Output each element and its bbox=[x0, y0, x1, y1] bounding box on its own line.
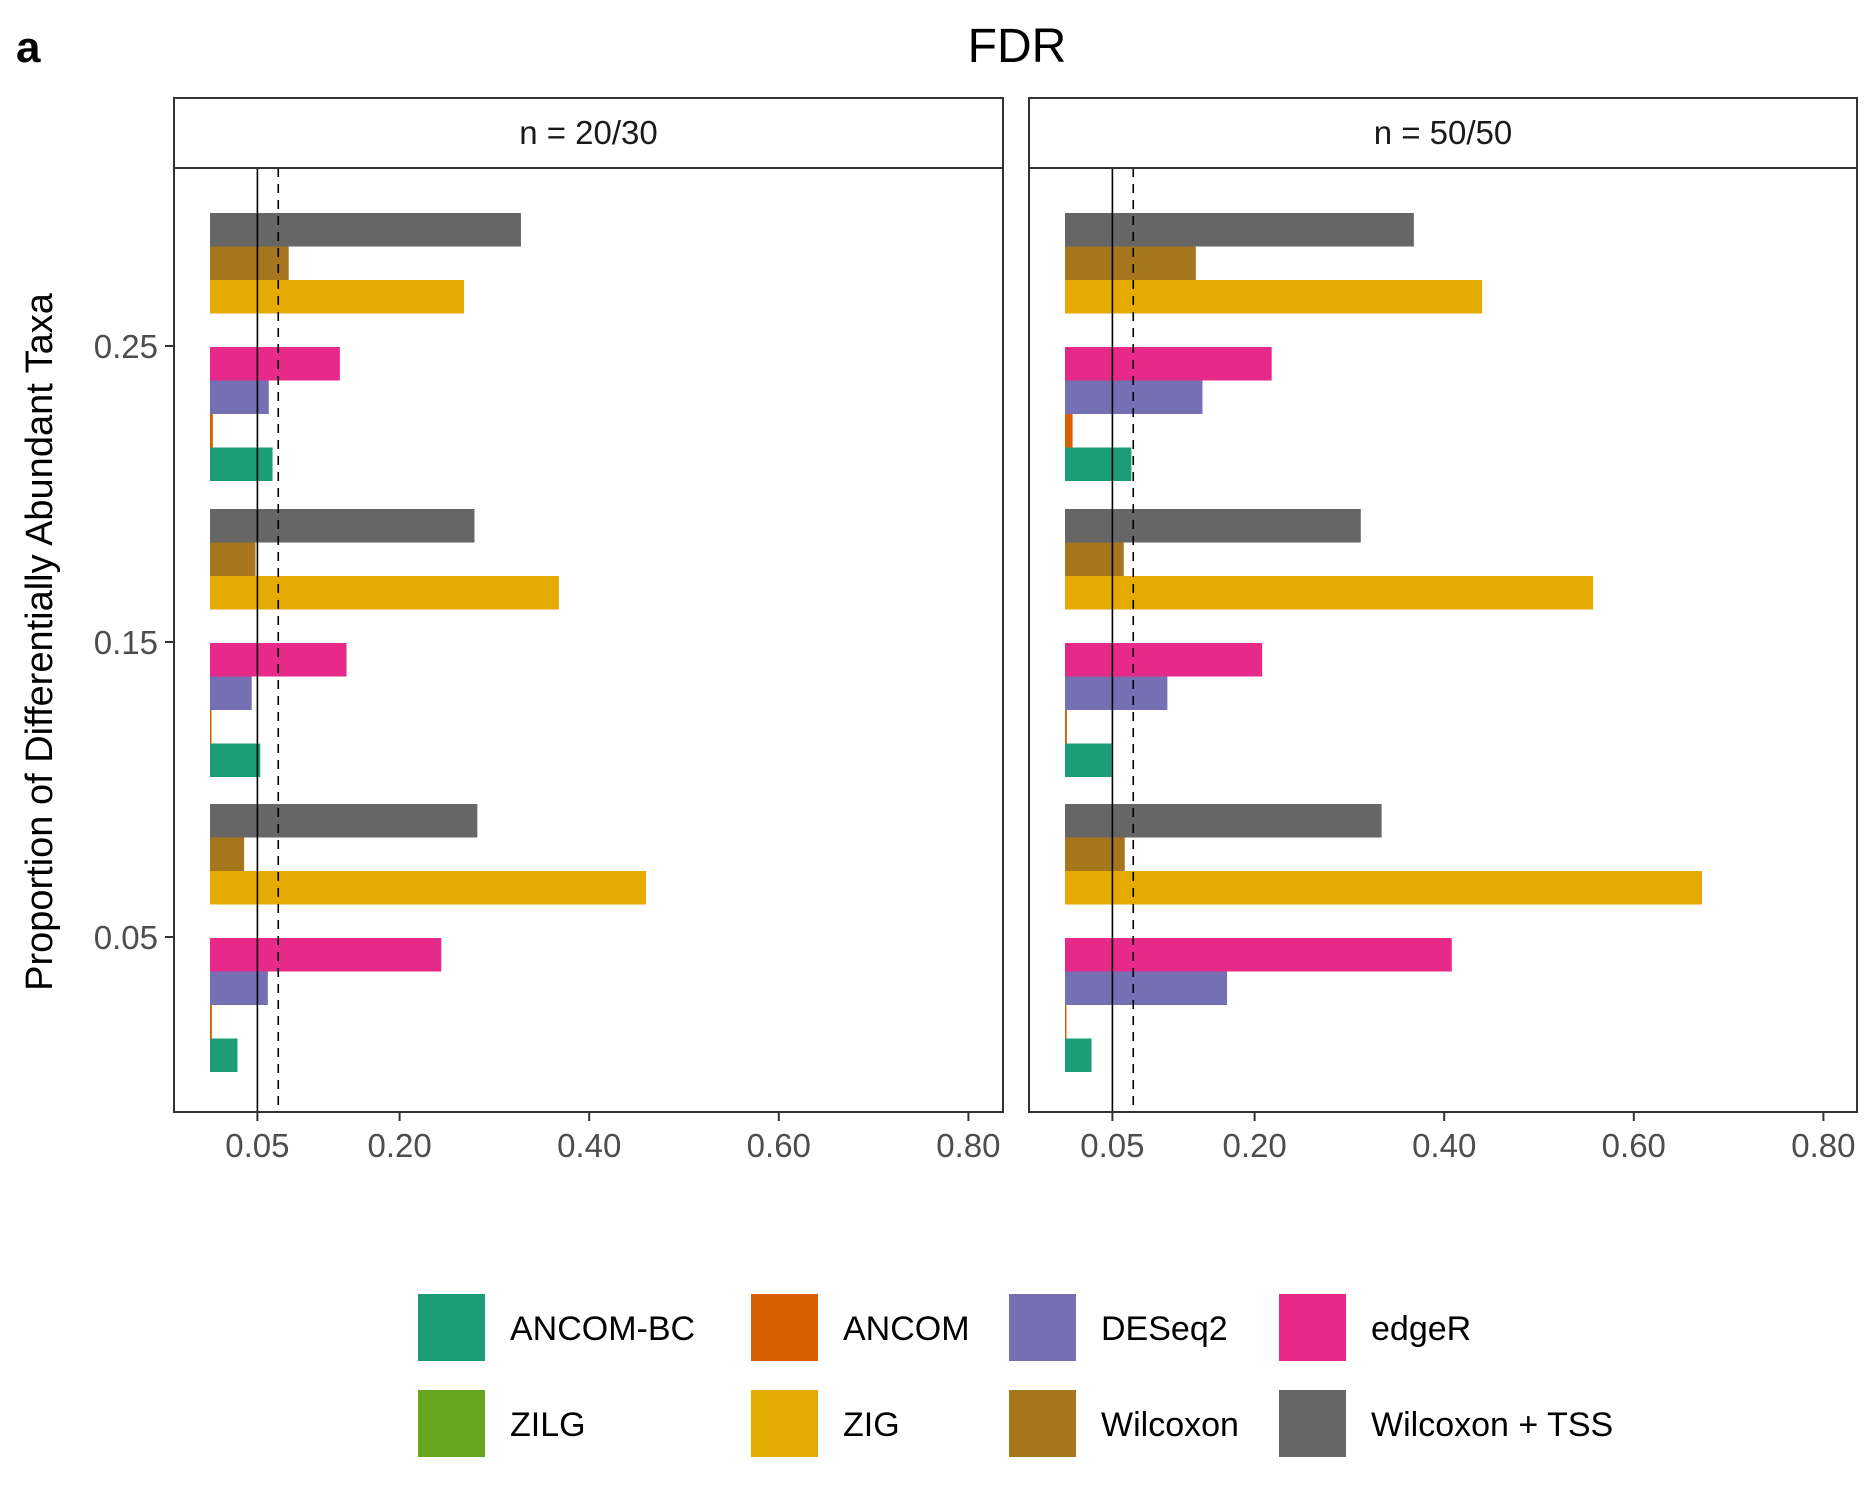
x-tick-label-0-40: 0.40 bbox=[557, 1127, 621, 1164]
legend-item-ancom-bc: ANCOM-BC bbox=[418, 1294, 695, 1361]
bar-ancom-0-25 bbox=[210, 414, 213, 448]
legend-key-zilg bbox=[418, 1390, 485, 1457]
legend-label-wilcoxon-tss: Wilcoxon + TSS bbox=[1371, 1406, 1613, 1444]
panel-2: n = 50/50 0.05 0.20 0.40 0.60 0.80 bbox=[1028, 97, 1858, 1164]
bar-deseq2-0-05 bbox=[1065, 971, 1228, 1005]
bar-wilcoxon-0-25 bbox=[210, 246, 289, 280]
bar-edger-0-05 bbox=[1065, 938, 1452, 972]
panel-strip bbox=[1028, 97, 1858, 169]
panel-border bbox=[1028, 167, 1858, 1113]
legend-label-zig: ZIG bbox=[843, 1406, 900, 1444]
bar-zig-0-15 bbox=[1065, 576, 1594, 610]
legend-label-edger: edgeR bbox=[1371, 1310, 1471, 1348]
chart-title: FDR bbox=[968, 20, 1067, 73]
legend-item-wilcoxon-tss: Wilcoxon + TSS bbox=[1279, 1390, 1613, 1457]
bar-wilcoxon-tss-0-15 bbox=[1065, 509, 1361, 543]
bar-deseq2-0-15 bbox=[1065, 676, 1168, 710]
x-tick-label-0-20: 0.20 bbox=[367, 1127, 431, 1164]
legend-key-zig bbox=[751, 1390, 818, 1457]
bar-edger-0-05 bbox=[210, 938, 442, 972]
x-tick-label-0-80: 0.80 bbox=[936, 1127, 1000, 1164]
x-tick-label-0-20: 0.20 bbox=[1222, 1127, 1286, 1164]
bar-ancom-bc-0-15 bbox=[210, 743, 261, 777]
bar-ancom-bc-0-05 bbox=[210, 1038, 238, 1072]
legend-label-ancom: ANCOM bbox=[843, 1310, 970, 1348]
y-tick-label-0-05: 0.05 bbox=[94, 919, 158, 956]
x-tick-label-0-40: 0.40 bbox=[1412, 1127, 1476, 1164]
legend-item-deseq2: DESeq2 bbox=[1009, 1294, 1228, 1361]
bar-deseq2-0-25 bbox=[210, 380, 269, 414]
bar-ancom-bc-0-15 bbox=[1065, 743, 1112, 777]
legend-key-wilcoxon-tss bbox=[1279, 1390, 1346, 1457]
bar-zig-0-25 bbox=[1065, 280, 1483, 314]
legend-key-deseq2 bbox=[1009, 1294, 1076, 1361]
legend-key-ancom bbox=[751, 1294, 818, 1361]
legend-item-ancom: ANCOM bbox=[751, 1294, 970, 1361]
bar-deseq2-0-05 bbox=[210, 971, 268, 1005]
x-tick-label-0-60: 0.60 bbox=[1602, 1127, 1666, 1164]
legend: ANCOM-BC ANCOM DESeq2 edgeR ZILG ZIG Wilcoxon W… bbox=[418, 1294, 1613, 1457]
x-tick-label-0-60: 0.60 bbox=[747, 1127, 811, 1164]
bar-wilcoxon-tss-0-25 bbox=[210, 213, 521, 247]
bar-wilcoxon-tss-0-15 bbox=[210, 509, 475, 543]
bar-zig-0-25 bbox=[210, 280, 465, 314]
legend-label-wilcoxon: Wilcoxon bbox=[1101, 1406, 1239, 1444]
panel-1: n = 20/30 0.05 0.20 0.40 0.60 0.80 bbox=[173, 97, 1004, 1164]
bar-wilcoxon-tss-0-05 bbox=[210, 804, 478, 838]
bar-ancom-bc-0-25 bbox=[210, 447, 273, 481]
legend-item-zilg: ZILG bbox=[418, 1390, 586, 1457]
bar-wilcoxon-0-25 bbox=[1065, 246, 1196, 280]
y-tick-label-0-15: 0.15 bbox=[94, 624, 158, 661]
panel-strip-label: n = 50/50 bbox=[1374, 114, 1513, 151]
bar-edger-0-25 bbox=[1065, 347, 1272, 381]
bar-ancom-0-05 bbox=[1065, 1005, 1067, 1039]
bar-ancom-0-15 bbox=[210, 710, 212, 744]
bar-deseq2-0-15 bbox=[210, 676, 252, 710]
bar-zig-0-15 bbox=[210, 576, 559, 610]
legend-label-zilg: ZILG bbox=[510, 1406, 586, 1444]
bar-wilcoxon-0-15 bbox=[1065, 542, 1124, 576]
legend-key-ancom-bc bbox=[418, 1294, 485, 1361]
y-axis-title: Proportion of Differentially Abundant Ta… bbox=[19, 292, 61, 991]
y-tick-label-0-25: 0.25 bbox=[94, 328, 158, 365]
bar-wilcoxon-tss-0-05 bbox=[1065, 804, 1382, 838]
bar-wilcoxon-tss-0-25 bbox=[1065, 213, 1414, 247]
legend-item-edger: edgeR bbox=[1279, 1294, 1471, 1361]
legend-label-deseq2: DESeq2 bbox=[1101, 1310, 1228, 1348]
panel-tag: a bbox=[16, 23, 41, 72]
panels-layer: 0.25 0.15 0.05 n = 20/30 0.05 0.20 0.40 0.60 0.8… bbox=[94, 97, 1858, 1164]
bar-ancom-0-05 bbox=[210, 1005, 212, 1039]
panel-strip-label: n = 20/30 bbox=[519, 114, 658, 151]
bar-wilcoxon-0-05 bbox=[210, 837, 245, 871]
bar-edger-0-25 bbox=[210, 347, 340, 381]
x-tick-label-0-80: 0.80 bbox=[1791, 1127, 1855, 1164]
legend-label-ancom-bc: ANCOM-BC bbox=[510, 1310, 695, 1348]
bar-wilcoxon-0-15 bbox=[210, 542, 256, 576]
x-tick-label-0-05: 0.05 bbox=[225, 1127, 289, 1164]
bar-wilcoxon-0-05 bbox=[1065, 837, 1125, 871]
bar-edger-0-15 bbox=[1065, 643, 1263, 677]
bar-ancom-0-15 bbox=[1065, 710, 1067, 744]
x-tick-label-0-05: 0.05 bbox=[1080, 1127, 1144, 1164]
bar-ancom-bc-0-25 bbox=[1065, 447, 1132, 481]
bar-zig-0-05 bbox=[1065, 871, 1703, 905]
panel-strip bbox=[173, 97, 1004, 169]
bar-zig-0-05 bbox=[210, 871, 647, 905]
bar-ancom-bc-0-05 bbox=[1065, 1038, 1092, 1072]
bar-ancom-0-25 bbox=[1065, 414, 1073, 448]
legend-key-edger bbox=[1279, 1294, 1346, 1361]
legend-item-zig: ZIG bbox=[751, 1390, 900, 1457]
legend-item-wilcoxon: Wilcoxon bbox=[1009, 1390, 1239, 1457]
legend-key-wilcoxon bbox=[1009, 1390, 1076, 1457]
